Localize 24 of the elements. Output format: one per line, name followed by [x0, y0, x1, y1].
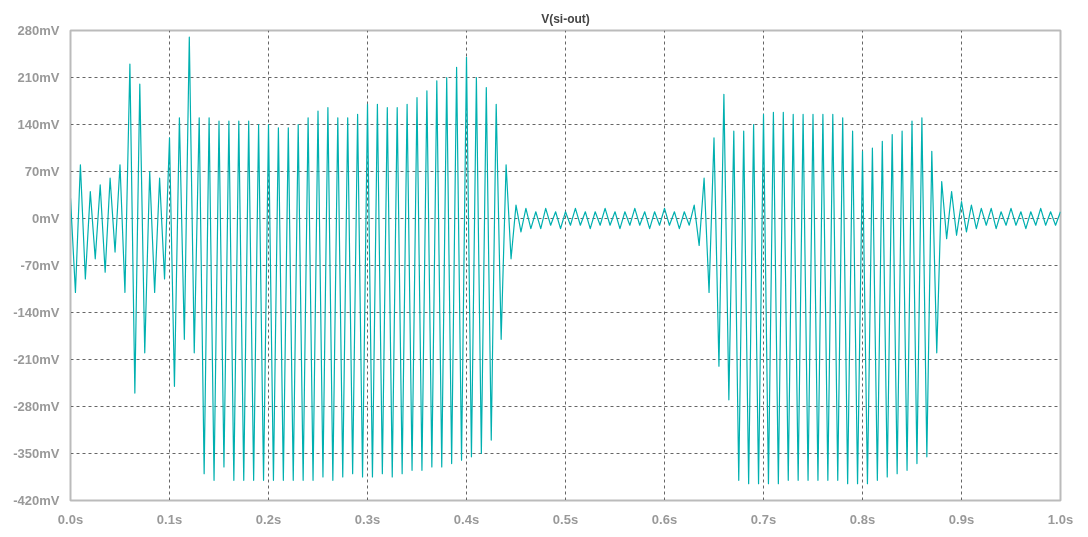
- y-tick-label: 70mV: [24, 164, 60, 179]
- x-tick-label: 0.8s: [849, 511, 876, 527]
- x-tick-label: 0.9s: [948, 511, 975, 527]
- x-tick-label: 0.3s: [354, 511, 381, 527]
- y-tick-label: -280mV: [13, 399, 60, 414]
- y-tick-label: -70mV: [20, 258, 60, 273]
- chart-title: V(si-out): [541, 11, 590, 26]
- x-tick-label: 0.0s: [57, 511, 84, 527]
- x-tick-label: 0.5s: [552, 511, 579, 527]
- y-tick-label: 0mV: [32, 211, 60, 226]
- x-tick-label: 0.1s: [156, 511, 183, 527]
- y-tick-label: 280mV: [17, 23, 60, 38]
- line-series: [70, 36, 1061, 485]
- y-tick-label: -350mV: [13, 446, 60, 461]
- x-tick-label: 0.7s: [750, 511, 777, 527]
- y-tick-label: 210mV: [17, 70, 60, 85]
- x-tick-label: 0.4s: [453, 511, 480, 527]
- y-tick-label: -140mV: [13, 305, 60, 320]
- x-tick-label: 1.0s: [1047, 511, 1074, 527]
- y-tick-label: -420mV: [13, 493, 60, 508]
- y-tick-label: -210mV: [13, 352, 60, 367]
- y-tick-label: 140mV: [17, 117, 60, 132]
- x-tick-label: 0.6s: [651, 511, 678, 527]
- x-tick-label: 0.2s: [255, 511, 282, 527]
